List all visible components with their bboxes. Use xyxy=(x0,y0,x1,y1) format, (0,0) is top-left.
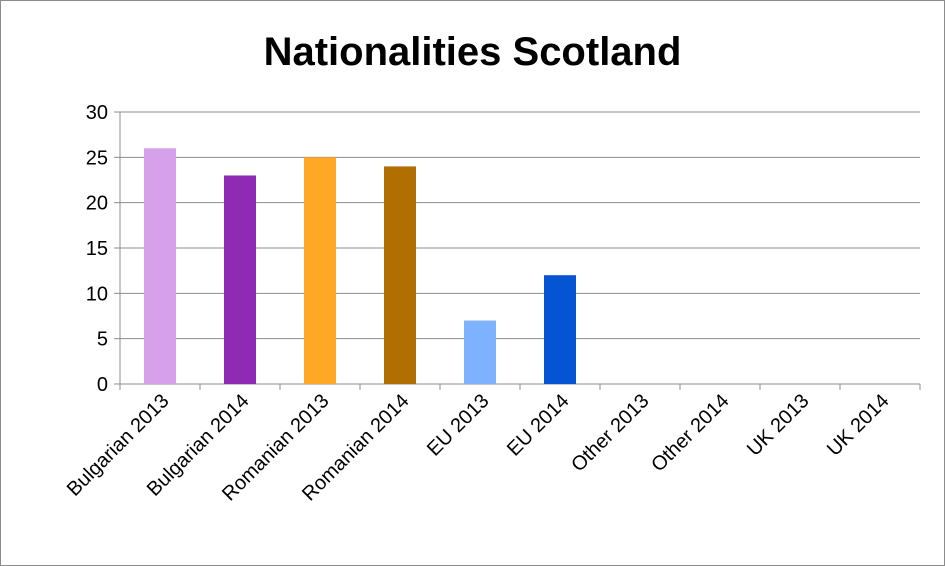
y-tick-label: 10 xyxy=(86,283,108,305)
bar xyxy=(544,275,576,384)
x-tick-label: Other 2014 xyxy=(647,390,733,476)
x-tick-label: Other 2013 xyxy=(567,390,653,476)
chart-title: Nationalities Scotland xyxy=(263,30,682,74)
bar xyxy=(384,166,416,384)
bar xyxy=(464,320,496,384)
bar xyxy=(144,148,176,384)
y-tick-label: 20 xyxy=(86,193,108,215)
x-tick-label: EU 2013 xyxy=(423,390,494,461)
bars xyxy=(144,148,576,384)
y-tick-labels: 0 5 10 15 20 25 30 xyxy=(86,102,108,396)
y-tick-label: 15 xyxy=(86,238,108,260)
x-tick-label: EU 2014 xyxy=(503,390,574,461)
y-tick-label: 0 xyxy=(97,374,108,396)
y-tick-label: 25 xyxy=(86,147,108,169)
y-tick-label: 5 xyxy=(97,329,108,351)
x-tick-label: UK 2013 xyxy=(743,390,814,461)
bar xyxy=(304,157,336,384)
x-tick-label: UK 2014 xyxy=(823,390,894,461)
y-tick-label: 30 xyxy=(86,102,108,124)
bar xyxy=(224,175,256,384)
